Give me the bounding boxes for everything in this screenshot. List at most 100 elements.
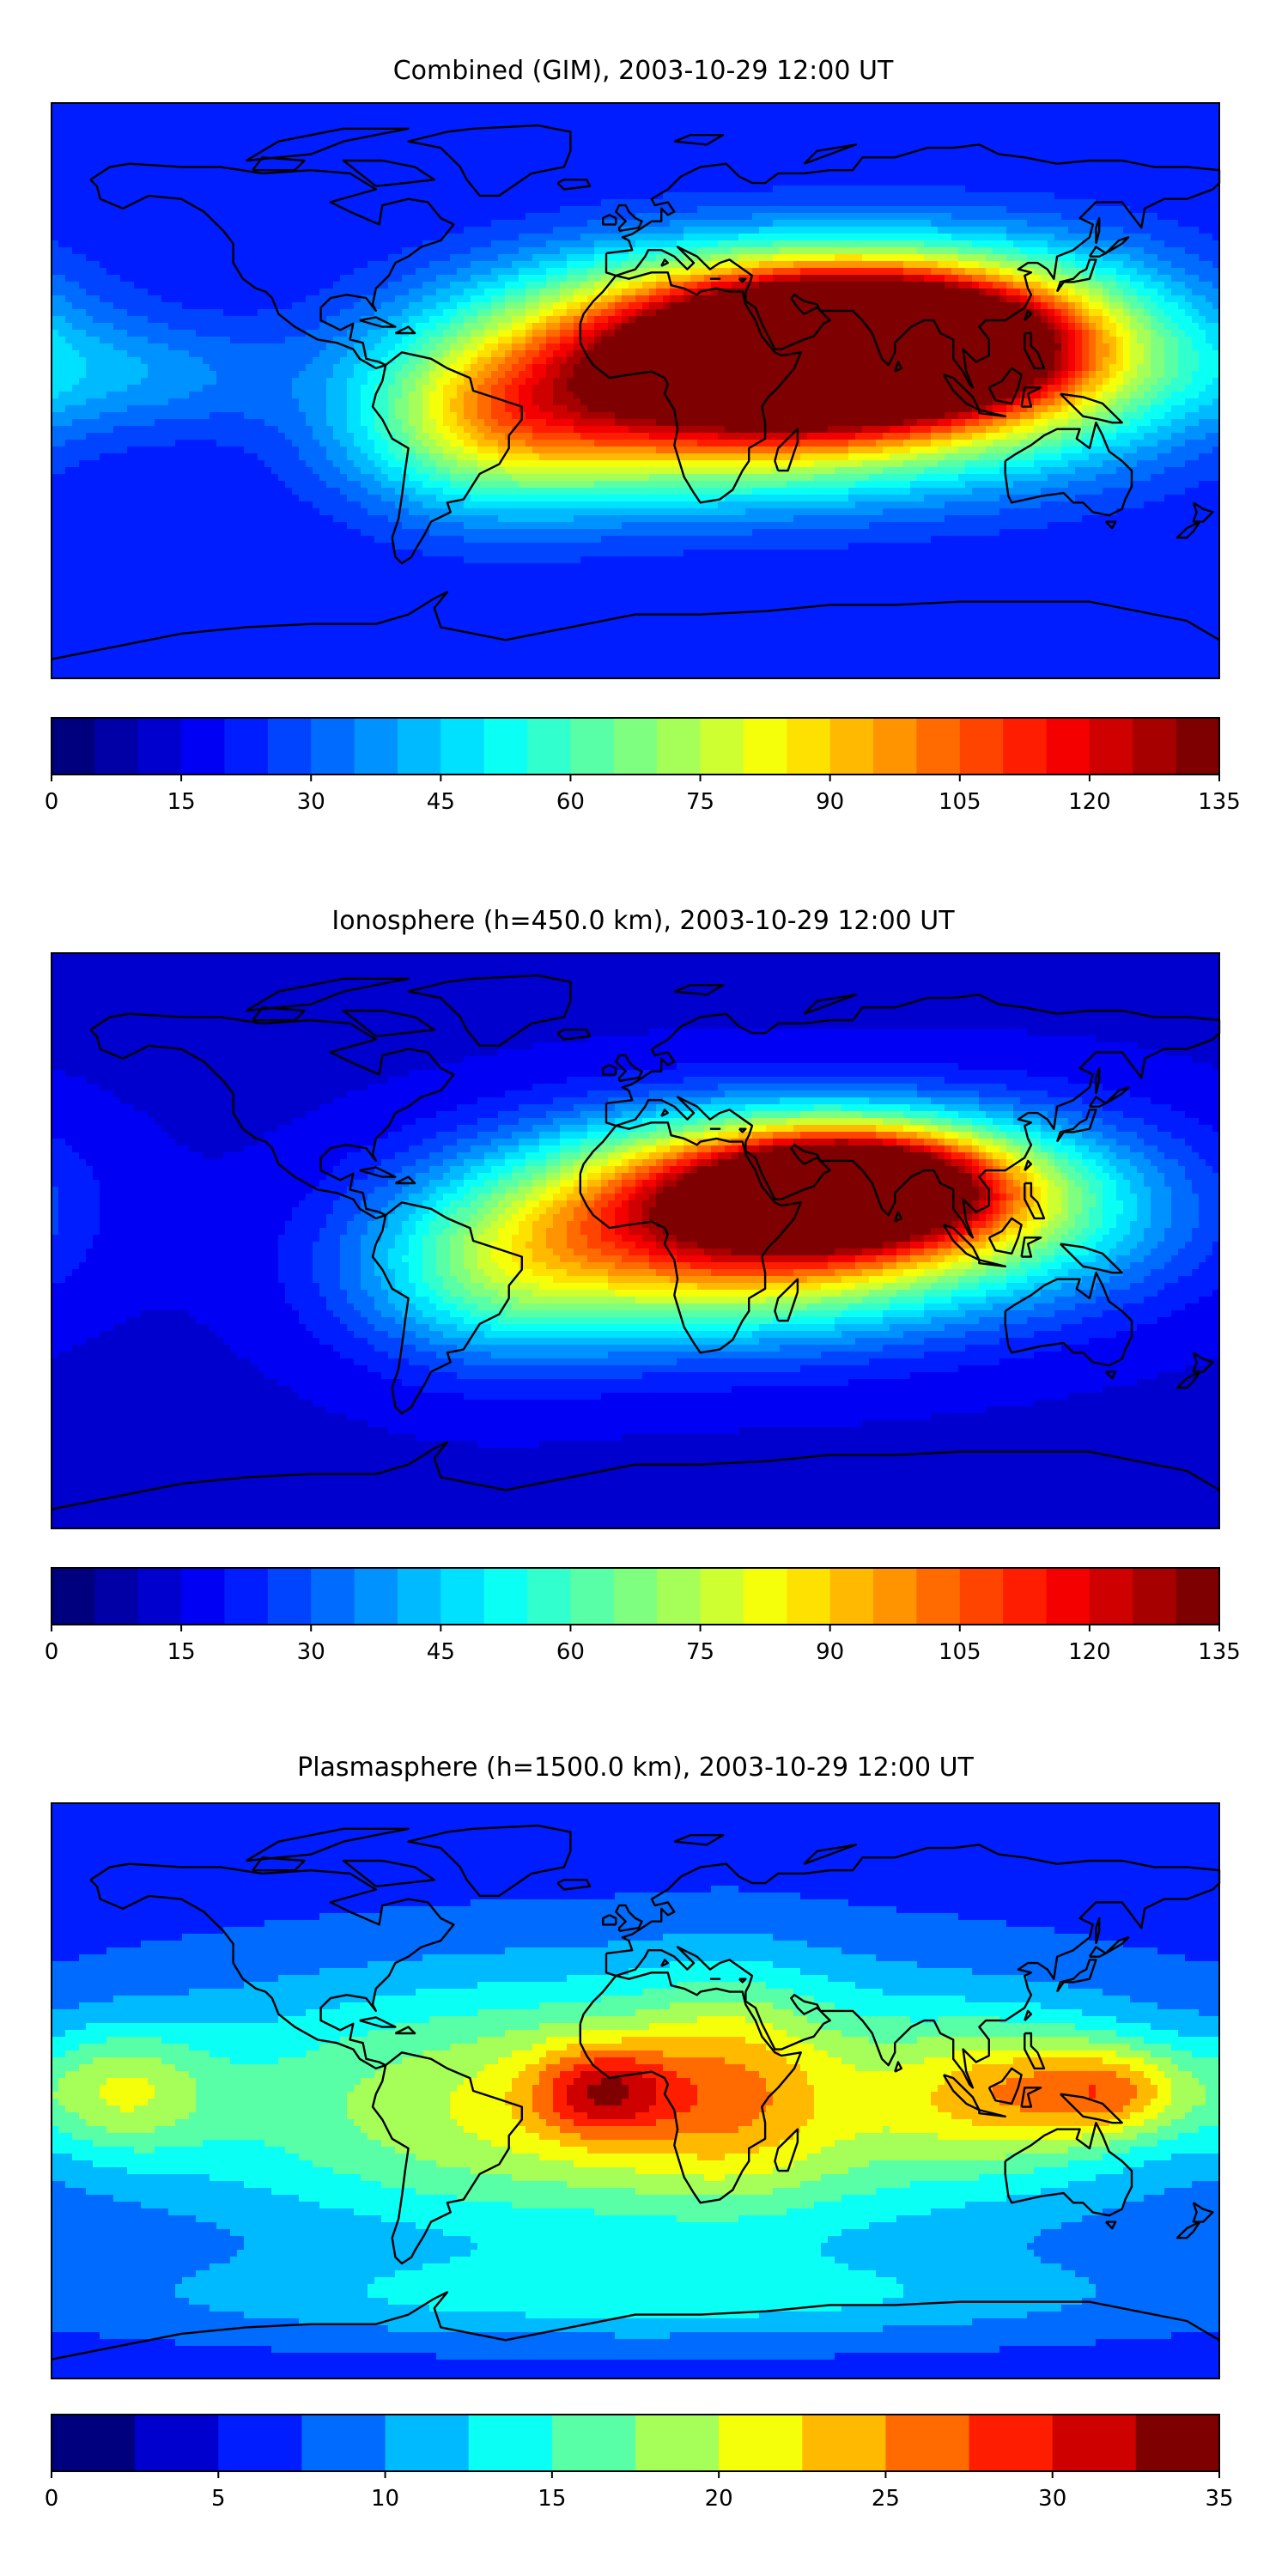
contour-cell xyxy=(587,206,595,214)
contour-cell xyxy=(285,103,293,111)
contour-cell xyxy=(800,117,808,125)
contour-cell xyxy=(526,158,533,166)
contour-cell xyxy=(993,261,1000,269)
contour-cell xyxy=(450,117,458,125)
contour-cell xyxy=(86,151,94,159)
contour-cell xyxy=(903,110,911,118)
contour-cell xyxy=(615,110,623,118)
contour-cell xyxy=(917,185,925,193)
contour-cell xyxy=(326,137,334,145)
contour-cell xyxy=(264,165,272,173)
contour-cell xyxy=(168,110,176,118)
contour-cell xyxy=(999,137,1007,145)
contour-cell xyxy=(93,179,100,186)
contour-cell xyxy=(608,227,616,234)
contour-cell xyxy=(574,117,581,125)
contour-cell xyxy=(161,144,169,152)
contour-cell xyxy=(876,172,884,179)
contour-cell xyxy=(903,144,911,152)
contour-cell xyxy=(1157,131,1165,138)
contour-cell xyxy=(443,192,451,200)
contour-cell xyxy=(677,131,684,138)
contour-cell xyxy=(471,213,478,221)
contour-cell xyxy=(924,103,932,111)
contour-cell xyxy=(1137,199,1145,207)
contour-cell xyxy=(340,247,348,255)
contour-cell xyxy=(120,185,128,193)
contour-cell xyxy=(161,213,169,221)
contour-cell xyxy=(958,199,966,207)
contour-cell xyxy=(422,247,430,255)
contour-cell xyxy=(1164,234,1172,241)
contour-cell xyxy=(443,268,451,276)
contour-cell xyxy=(594,206,602,214)
contour-cell xyxy=(388,254,396,262)
contour-cell xyxy=(168,220,176,228)
contour-cell xyxy=(883,213,890,221)
contour-cell xyxy=(168,165,176,173)
contour-cell xyxy=(388,165,396,173)
contour-cell xyxy=(271,295,279,303)
contour-cell xyxy=(244,247,252,255)
contour-cell xyxy=(1075,254,1083,262)
contour-cell xyxy=(787,137,794,145)
contour-cell xyxy=(1006,192,1014,200)
contour-cell xyxy=(498,268,506,276)
contour-cell xyxy=(635,117,643,125)
contour-cell xyxy=(814,110,822,118)
contour-cell xyxy=(890,165,897,173)
contour-cell xyxy=(999,220,1007,228)
contour-cell xyxy=(924,110,932,118)
contour-cell xyxy=(285,240,293,248)
contour-cell xyxy=(113,144,121,152)
contour-cell xyxy=(120,151,128,159)
contour-cell xyxy=(670,268,677,276)
contour-cell xyxy=(738,131,746,138)
contour-cell xyxy=(697,240,705,248)
contour-cell xyxy=(1144,192,1151,200)
contour-cell xyxy=(237,295,245,303)
contour-cell xyxy=(374,302,382,310)
contour-cell xyxy=(828,295,835,303)
contour-cell xyxy=(615,117,623,125)
contour-cell xyxy=(821,117,829,125)
contour-cell xyxy=(155,151,162,159)
contour-cell xyxy=(745,247,753,255)
contour-cell xyxy=(450,289,458,296)
contour-cell xyxy=(835,110,842,118)
contour-cell xyxy=(505,199,513,207)
contour-cell xyxy=(862,117,870,125)
contour-cell xyxy=(862,165,870,173)
contour-cell xyxy=(134,289,142,296)
contour-cell xyxy=(979,124,987,131)
contour-cell xyxy=(951,247,959,255)
contour-cell xyxy=(1178,131,1186,138)
contour-cell xyxy=(1027,220,1035,228)
contour-cell xyxy=(484,137,492,145)
contour-cell xyxy=(986,165,993,173)
contour-cell xyxy=(182,110,190,118)
contour-cell xyxy=(883,282,890,289)
contour-cell xyxy=(1082,282,1090,289)
contour-cell xyxy=(374,124,382,131)
contour-cell xyxy=(972,240,980,248)
contour-cell xyxy=(1103,254,1110,262)
contour-cell xyxy=(622,240,629,248)
contour-cell xyxy=(313,220,320,228)
contour-cell xyxy=(622,131,629,138)
contour-cell xyxy=(86,282,94,289)
contour-cell xyxy=(65,213,73,221)
contour-cell xyxy=(622,124,629,131)
contour-cell xyxy=(690,240,698,248)
contour-cell xyxy=(1199,234,1206,241)
contour-cell xyxy=(807,144,815,152)
contour-cell xyxy=(79,192,87,200)
contour-cell xyxy=(931,185,939,193)
contour-cell xyxy=(958,103,966,111)
contour-cell xyxy=(979,110,987,118)
contour-cell xyxy=(251,213,258,221)
contour-cell xyxy=(52,192,59,200)
contour-cell xyxy=(381,240,389,248)
contour-cell xyxy=(993,199,1000,207)
contour-cell xyxy=(1048,268,1055,276)
